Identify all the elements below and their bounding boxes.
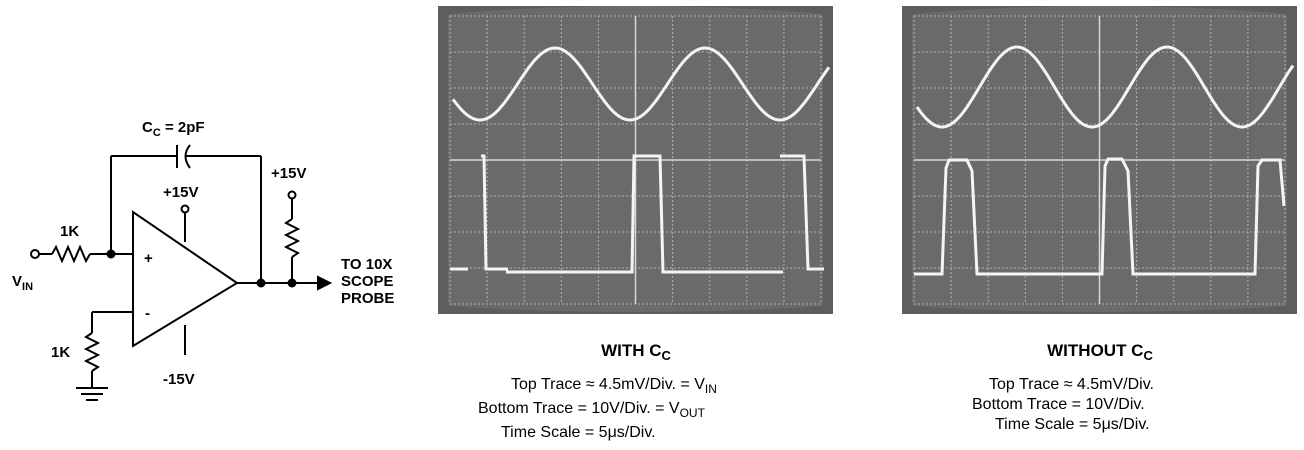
cap-label: CC = 2pF	[142, 119, 205, 139]
with-cc-time-scale: Time Scale = 5μs/Div.	[478, 423, 717, 443]
supply-neg-op-label: -15V	[163, 371, 195, 388]
input-resistor	[52, 247, 90, 261]
scope-photo-without-cc	[902, 6, 1297, 314]
with-cc-top-trace: Top Trace ≈ 4.5mV/Div. = VIN	[478, 375, 717, 399]
with-cc-legend: Top Trace ≈ 4.5mV/Div. = VIN Bottom Trac…	[478, 375, 717, 443]
inverting-input-sign: -	[145, 305, 150, 322]
pullup-resistor	[286, 219, 298, 257]
vin-terminal	[31, 250, 39, 258]
with-cc-title: WITH CC	[486, 341, 786, 363]
noninverting-input-sign: +	[144, 250, 153, 267]
probe-label-line1: TO 10X	[341, 256, 392, 273]
without-cc-bottom-trace: Bottom Trace = 10V/Div.	[972, 395, 1154, 415]
opamp-schematic: CC = 2pF +15V +15V -15V 1K 1K VIN + - TO…	[0, 0, 420, 450]
r-bottom-label: 1K	[51, 344, 70, 361]
probe-label-line2: SCOPE	[341, 273, 394, 290]
supply-pos-pullup-label: +15V	[271, 165, 306, 182]
without-cc-top-trace: Top Trace ≈ 4.5mV/Div.	[972, 375, 1154, 395]
without-cc-title: WITHOUT CC	[950, 341, 1250, 363]
without-cc-time-scale: Time Scale = 5μs/Div.	[972, 415, 1154, 435]
probe-label-line3: PROBE	[341, 290, 394, 307]
supply-pos-op-label: +15V	[163, 184, 198, 201]
scope-photo-with-cc	[438, 6, 833, 314]
bottom-resistor	[86, 333, 98, 371]
with-cc-bottom-trace: Bottom Trace = 10V/Div. = VOUT	[478, 399, 717, 423]
vin-label: VIN	[12, 273, 33, 293]
output-arrow	[318, 277, 330, 289]
without-cc-legend: Top Trace ≈ 4.5mV/Div. Bottom Trace = 10…	[972, 375, 1154, 435]
r-in-label: 1K	[60, 223, 79, 240]
